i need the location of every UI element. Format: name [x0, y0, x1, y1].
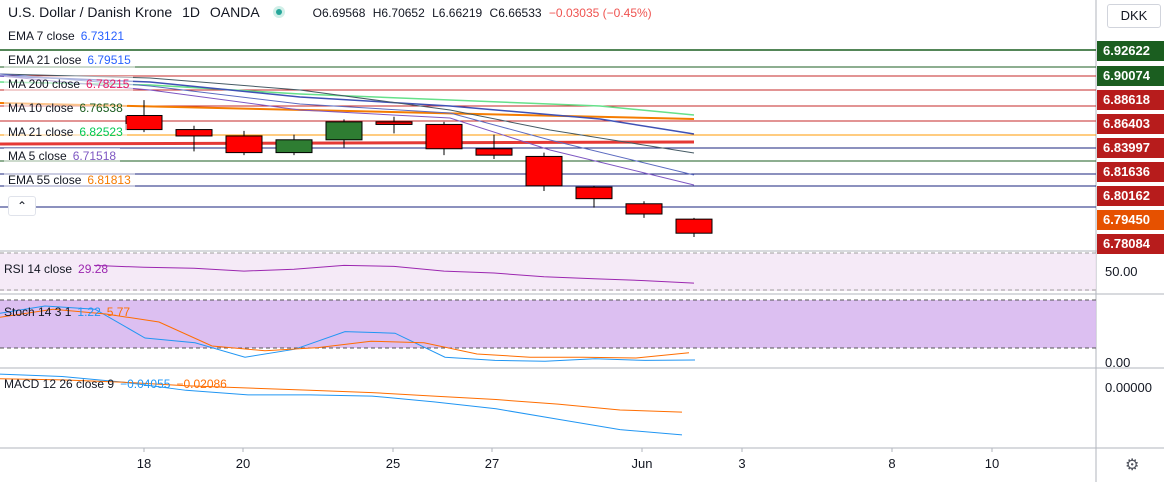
- legend-item[interactable]: MA 5 close 6.71518: [4, 148, 121, 164]
- currency-button[interactable]: DKK: [1107, 4, 1161, 28]
- stoch-label: Stoch 14 3 1: [4, 305, 72, 319]
- symbol-header: U.S. Dollar / Danish Krone 1D OANDA O6.6…: [8, 4, 656, 20]
- macd-signal-line: [0, 378, 683, 413]
- rsi-band: [0, 253, 1096, 291]
- candle-body: [525, 155, 563, 187]
- price-tag: 6.90074: [1097, 66, 1164, 86]
- gear-icon[interactable]: ⚙: [1125, 457, 1140, 474]
- legend-name: MA 10 close: [8, 101, 74, 115]
- candle-body: [325, 121, 363, 141]
- macd-legend: MACD 12 26 close 9 −0.04055 −0.02086: [4, 377, 227, 391]
- symbol-name: U.S. Dollar / Danish Krone: [8, 4, 173, 20]
- legend-name: MA 200 close: [8, 77, 81, 91]
- candle-body: [425, 123, 463, 150]
- x-tick-label: 20: [235, 456, 251, 471]
- rsi-value: 29.28: [78, 262, 109, 276]
- ohlc-readout: O6.69568 H6.70652 L6.66219 C6.66533 −0.0…: [313, 6, 656, 20]
- x-tick-label: 3: [738, 456, 746, 471]
- rsi-line: [93, 264, 695, 284]
- x-tick-label: 27: [484, 456, 500, 471]
- price-tag: 6.88618: [1097, 90, 1164, 110]
- ohlc-high: H6.70652: [372, 6, 425, 20]
- rsi-legend: RSI 14 close 29.28: [4, 262, 108, 276]
- legend-item[interactable]: EMA 21 close 6.79515: [4, 52, 135, 68]
- chevron-up-icon: ⌃: [16, 199, 28, 213]
- legend-value: 6.71518: [72, 149, 117, 163]
- ohlc-open: O6.69568: [312, 6, 366, 20]
- candle-body: [475, 148, 513, 156]
- ohlc-close: C6.66533: [489, 6, 542, 20]
- x-tick-label: Jun: [631, 456, 653, 471]
- stoch-k-line: [0, 305, 696, 362]
- stoch-legend: Stoch 14 3 1 1.22 5.77: [4, 305, 130, 319]
- legend-name: EMA 21 close: [8, 53, 82, 67]
- price-tag: 6.80162: [1097, 186, 1164, 206]
- legend-value: 6.82523: [79, 125, 123, 139]
- stoch-band: [0, 300, 1096, 348]
- stoch-d-value: 5.77: [106, 305, 131, 319]
- candle-body: [275, 139, 313, 154]
- legend-value: 6.73121: [80, 29, 125, 43]
- candle-body: [625, 203, 663, 215]
- rsi-label: RSI 14 close: [4, 262, 73, 276]
- price-tag: 6.78084: [1097, 234, 1164, 254]
- price-tag: 6.83997: [1097, 138, 1164, 158]
- candle-body: [125, 114, 163, 131]
- macd-signal-value: −0.02086: [176, 377, 227, 391]
- stoch-k-value: 1.22: [77, 305, 101, 319]
- ma-200-line: [0, 140, 695, 146]
- ohlc-low: L6.66219: [432, 6, 483, 20]
- legend-value: 6.79515: [87, 53, 131, 67]
- stoch-d-line: [0, 308, 690, 359]
- macd-value: −0.04055: [120, 377, 171, 391]
- legend-item[interactable]: MA 21 close 6.82523: [4, 124, 127, 140]
- legend-item[interactable]: EMA 7 close 6.73121: [4, 28, 129, 44]
- legend-value: 6.78215: [86, 77, 130, 91]
- legend-item[interactable]: EMA 55 close 6.81813: [4, 172, 135, 188]
- legend-value: 6.81813: [87, 173, 131, 187]
- legend-item[interactable]: MA 10 close 6.76538: [4, 100, 127, 116]
- candle-body: [175, 129, 213, 137]
- candle-body: [675, 218, 713, 234]
- legend-item[interactable]: MA 200 close 6.78215: [4, 76, 134, 92]
- x-tick-label: 8: [888, 456, 896, 471]
- legend-value: 6.76538: [79, 101, 123, 115]
- legend-name: EMA 7 close: [8, 29, 75, 43]
- macd-line: [0, 373, 683, 436]
- macd-axis-label: 0.00000: [1105, 380, 1152, 395]
- candle-body: [575, 186, 613, 200]
- legend-name: MA 21 close: [8, 125, 74, 139]
- x-tick-label: 25: [385, 456, 401, 471]
- x-tick-label: 18: [136, 456, 152, 471]
- interval-label[interactable]: 1D: [182, 4, 200, 20]
- legend-name: EMA 55 close: [8, 173, 82, 187]
- price-tag: 6.81636: [1097, 162, 1164, 182]
- price-tag: 6.86403: [1097, 114, 1164, 134]
- collapse-legend-button[interactable]: ⌃: [8, 196, 36, 216]
- ohlc-change: −0.03035 (−0.45%): [548, 6, 652, 20]
- rsi-axis-label: 50.00: [1105, 264, 1138, 279]
- price-tag: 6.92622: [1097, 41, 1164, 61]
- candle-body: [375, 121, 413, 125]
- price-tag: 6.79450: [1097, 210, 1164, 230]
- source-label: OANDA: [209, 4, 259, 20]
- market-status-icon: [272, 6, 285, 18]
- x-tick-label: 10: [984, 456, 1000, 471]
- stoch-axis-label: 0.00: [1105, 355, 1131, 370]
- candle-body: [225, 135, 263, 154]
- macd-label: MACD 12 26 close 9: [4, 377, 115, 391]
- legend-name: MA 5 close: [8, 149, 67, 163]
